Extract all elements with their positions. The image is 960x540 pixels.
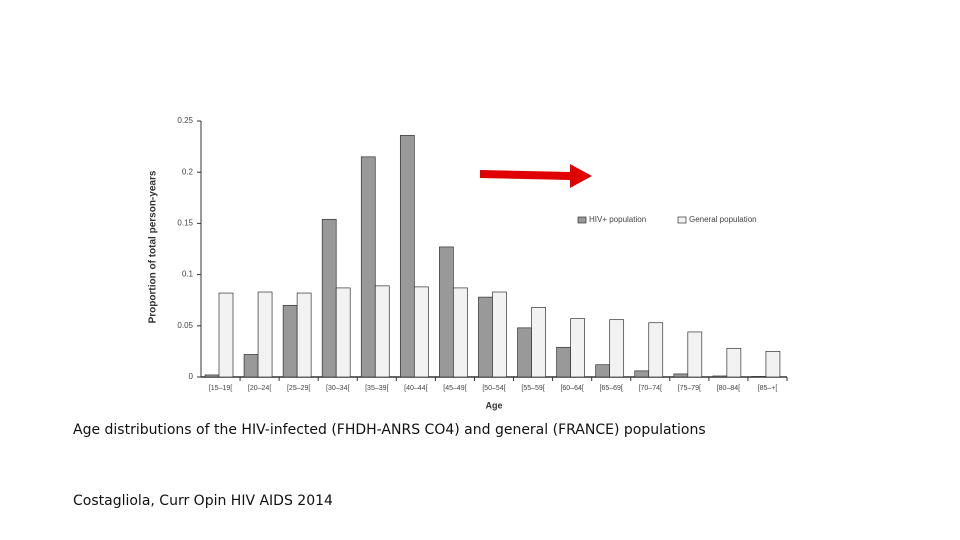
- bar: [335, 287, 351, 378]
- bar: [439, 246, 454, 378]
- x-tick-label: [20–24[: [248, 385, 271, 392]
- legend-label: HIV+ population: [589, 215, 646, 224]
- bar: [282, 304, 298, 378]
- bar: [296, 292, 312, 378]
- x-tick-label: [60–64[: [560, 385, 583, 392]
- bar: [492, 291, 507, 378]
- x-tick-label: [35–39[: [365, 385, 388, 392]
- x-tick-label: [65–69[: [600, 385, 623, 392]
- x-tick-label: [45–49[: [443, 385, 466, 392]
- x-tick-label: [85–+[: [758, 385, 778, 392]
- y-tick-label: 0.2: [182, 167, 194, 176]
- bar: [321, 218, 337, 378]
- bar: [712, 375, 728, 378]
- source: Costagliola, Curr Opin HIV AIDS 2014: [73, 493, 333, 509]
- bar: [765, 351, 781, 378]
- x-tick-label: [70–74[: [639, 385, 662, 392]
- caption: Age distributions of the HIV-infected (F…: [73, 422, 706, 438]
- bar: [413, 286, 429, 378]
- bar: [609, 319, 625, 378]
- y-tick-label: 0: [189, 372, 194, 381]
- y-tick-label: 0.1: [182, 270, 194, 279]
- bar: [687, 331, 703, 378]
- bar: [478, 296, 493, 378]
- bar: [556, 346, 571, 378]
- x-tick-label: [75–79[: [678, 385, 701, 392]
- x-tick-label: [80–84[: [717, 385, 740, 392]
- bar: [204, 374, 220, 378]
- bar: [595, 364, 611, 378]
- y-tick-label: 0.05: [177, 321, 193, 330]
- x-tick-label: [50–54[: [482, 385, 505, 392]
- bar: [218, 292, 234, 378]
- bar: [374, 285, 390, 378]
- bar: [399, 134, 415, 378]
- legend-label: General population: [689, 215, 757, 224]
- bar: [648, 322, 664, 378]
- bar: [243, 354, 259, 378]
- x-tick-label: [25–29[: [287, 385, 310, 392]
- bar: [531, 307, 546, 378]
- y-axis-label: Proportion of total person-years: [148, 170, 159, 323]
- bar: [570, 318, 585, 378]
- x-tick-label: [55–59[: [521, 385, 544, 392]
- y-tick-label: 0.15: [177, 219, 193, 228]
- arrow: [480, 164, 592, 188]
- bar: [453, 287, 468, 378]
- x-tick-label: [30–34[: [326, 385, 349, 392]
- x-tick-label: [15–19[: [209, 385, 232, 392]
- bar: [257, 291, 273, 378]
- bar: [726, 347, 742, 378]
- y-tick-label: 0.25: [177, 116, 193, 125]
- bar: [634, 370, 650, 378]
- bar: [360, 156, 376, 378]
- bar: [673, 373, 689, 378]
- legend-swatch: [677, 216, 687, 224]
- bar: [517, 327, 532, 378]
- x-tick-label: [40–44[: [404, 385, 427, 392]
- legend-swatch: [577, 216, 587, 224]
- bar: [751, 376, 767, 378]
- x-axis-label: Age: [485, 400, 502, 410]
